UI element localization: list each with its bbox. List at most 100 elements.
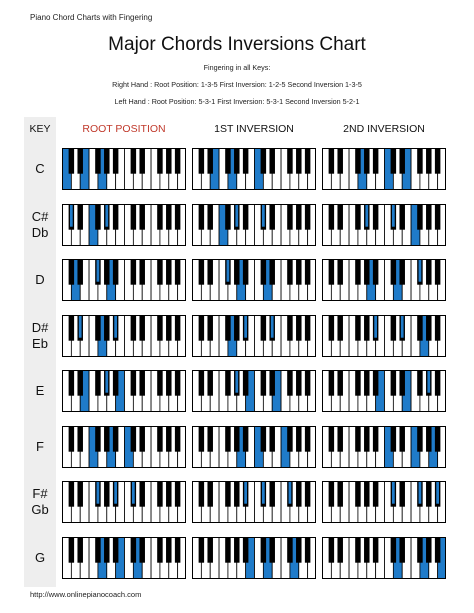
black-key	[95, 148, 101, 174]
black-key	[68, 537, 75, 563]
black-key	[328, 204, 335, 230]
black-key-highlight	[131, 481, 135, 504]
keyboard-border	[62, 370, 186, 412]
black-key	[426, 204, 432, 230]
black-key	[95, 315, 101, 341]
black-key	[157, 537, 163, 563]
black-key	[337, 315, 343, 341]
black-key	[260, 315, 267, 341]
black-key	[234, 537, 240, 563]
black-key	[296, 537, 302, 563]
black-key	[364, 148, 370, 174]
black-key	[225, 204, 231, 230]
black-key	[287, 204, 293, 230]
black-key	[157, 259, 163, 285]
black-key	[364, 537, 370, 563]
black-key	[68, 370, 75, 396]
black-key	[328, 537, 335, 563]
black-key	[296, 148, 302, 174]
first-inversion-keyboard	[192, 536, 316, 579]
black-key	[130, 259, 137, 285]
black-key	[68, 315, 75, 341]
black-key	[417, 315, 423, 341]
black-key	[130, 315, 137, 341]
black-key	[174, 370, 181, 396]
page-title: Major Chords Inversions Chart	[108, 34, 366, 55]
black-key	[304, 370, 311, 396]
black-key	[242, 148, 249, 174]
black-key	[337, 426, 343, 452]
chord-label-line: C#	[31, 208, 49, 224]
black-key	[198, 537, 205, 563]
root-position-keyboard	[62, 314, 186, 357]
root-position-keyboard	[62, 203, 186, 246]
black-key	[337, 259, 343, 285]
black-key	[130, 537, 137, 563]
right-hand-fingering: Right Hand : Root Position: 1-3-5 First …	[112, 80, 362, 89]
black-key	[269, 426, 275, 452]
black-key	[417, 204, 423, 230]
black-key	[207, 315, 213, 341]
black-key	[328, 148, 335, 174]
keyboard-border	[62, 481, 186, 523]
black-key	[390, 148, 397, 174]
black-key	[296, 426, 302, 452]
black-key	[372, 426, 379, 452]
black-key	[207, 426, 213, 452]
root-position-keyboard	[62, 370, 186, 412]
second-inversion-keyboard	[322, 203, 446, 246]
black-key	[364, 259, 370, 285]
black-key	[166, 315, 172, 341]
black-key	[198, 426, 205, 452]
black-key	[77, 204, 83, 230]
black-key	[174, 259, 181, 285]
keyboard-border	[62, 314, 186, 357]
black-key	[372, 370, 379, 396]
black-key	[112, 370, 119, 396]
keyboard-border	[192, 536, 316, 579]
black-key	[157, 481, 163, 507]
black-key	[328, 259, 335, 285]
black-key	[225, 481, 231, 507]
chord-label: C# Db	[24, 209, 56, 241]
black-key	[304, 426, 311, 452]
black-key-highlight	[105, 370, 109, 393]
black-key	[390, 370, 397, 396]
keyboard-border	[62, 203, 186, 246]
black-key	[112, 148, 119, 174]
black-key	[174, 481, 181, 507]
keyboard-border	[322, 425, 446, 468]
black-key	[234, 426, 240, 452]
black-key	[337, 204, 343, 230]
second-inversion-keyboard	[322, 370, 446, 412]
black-key	[174, 315, 181, 341]
black-key	[139, 315, 145, 341]
black-key	[68, 148, 75, 174]
black-key	[269, 481, 275, 507]
black-key	[399, 537, 405, 563]
black-key	[77, 148, 83, 174]
black-key-highlight	[418, 481, 422, 504]
black-key	[426, 481, 432, 507]
black-key	[166, 426, 172, 452]
black-key	[328, 426, 335, 452]
chord-label: D	[24, 272, 56, 288]
black-key	[242, 204, 249, 230]
keyboard-border	[322, 536, 446, 579]
black-key	[364, 370, 370, 396]
black-key	[355, 204, 361, 230]
black-key	[166, 370, 172, 396]
black-key	[296, 259, 302, 285]
black-key	[269, 204, 275, 230]
black-key	[207, 370, 213, 396]
black-key	[364, 481, 370, 507]
keyboard-border	[192, 203, 316, 246]
black-key	[242, 426, 249, 452]
black-key	[304, 537, 311, 563]
black-key	[328, 370, 335, 396]
footer-url[interactable]: http://www.onlinepianocoach.com	[30, 590, 142, 599]
left-hand-fingering: Left Hand : Root Position: 5-3-1 First I…	[114, 97, 360, 106]
black-key	[304, 259, 311, 285]
black-key	[287, 315, 293, 341]
black-key-highlight	[244, 315, 248, 338]
